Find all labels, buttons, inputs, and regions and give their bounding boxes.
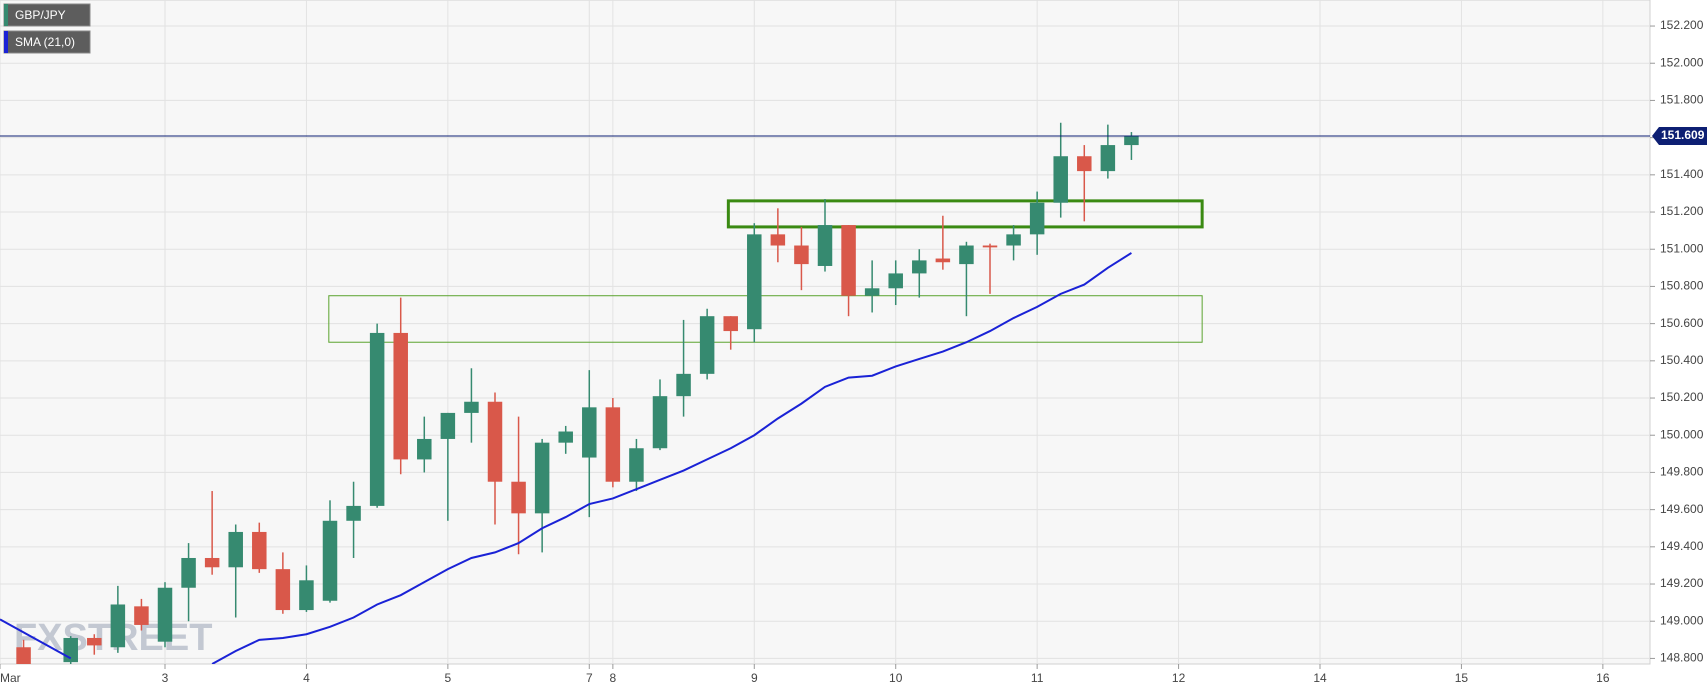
zone	[726, 199, 1204, 229]
y-tick-label: 149.400	[1660, 539, 1704, 553]
candle-body	[275, 569, 291, 611]
plot	[0, 122, 1650, 664]
y-tick-label: 152.200	[1660, 18, 1704, 32]
candle-body	[322, 520, 338, 601]
candle-body	[134, 606, 149, 625]
candle-body	[864, 288, 880, 296]
candle-body	[629, 448, 644, 482]
candle-body	[346, 505, 361, 521]
candle-body	[935, 258, 951, 263]
candle-body	[511, 481, 526, 514]
grid	[0, 0, 1650, 664]
last-price-label: 151.609	[1661, 128, 1705, 142]
candle-body	[204, 557, 220, 568]
last-price-box	[1652, 126, 1707, 145]
x-tick-label: 11	[1031, 671, 1044, 685]
x-tick-label: Mar	[0, 671, 21, 685]
x-tick-label: 16	[1596, 671, 1610, 685]
candle-body	[982, 245, 998, 248]
y-tick-label: 150.600	[1660, 316, 1704, 330]
candle-body	[16, 647, 31, 664]
candle-body	[1053, 156, 1068, 203]
candle-body	[534, 442, 550, 514]
candle-body	[817, 225, 833, 266]
candle-body	[794, 245, 809, 265]
plot-area	[0, 0, 1651, 665]
candle-body	[299, 580, 314, 611]
y-tick-label: 151.800	[1660, 93, 1704, 107]
candle-body	[770, 234, 786, 246]
y-tick-label: 150.400	[1660, 353, 1704, 367]
x-tick-label: 10	[889, 671, 903, 685]
y-tick-label: 151.200	[1660, 204, 1704, 218]
legend-label: GBP/JPY	[15, 8, 66, 22]
y-tick-label: 149.000	[1660, 613, 1704, 627]
candle-body	[228, 531, 243, 568]
candle-body	[157, 587, 173, 642]
x-tick-label: 5	[445, 671, 452, 685]
candle-body	[252, 531, 267, 570]
axes: 148.800 149.000 149.200 149.400 149.600 149.8…	[0, 18, 1707, 685]
y-tick-label: 150.200	[1660, 390, 1704, 404]
candle-body	[558, 431, 573, 443]
y-tick-label: 151.400	[1660, 167, 1704, 181]
candle-body	[87, 637, 102, 646]
candle-body	[699, 316, 715, 374]
candle-body	[605, 407, 621, 482]
x-tick-label: 8	[610, 671, 617, 685]
candle-body	[888, 273, 903, 289]
candle-body	[652, 396, 668, 449]
candle-body	[1077, 156, 1092, 172]
candle-body	[1006, 234, 1021, 246]
candle-body	[464, 401, 479, 413]
x-tick-label: 3	[162, 671, 169, 685]
candle-body	[417, 438, 432, 460]
candle-body	[747, 234, 762, 330]
candle-body	[63, 637, 78, 663]
y-tick-label: 152.000	[1660, 55, 1704, 69]
x-tick-label: 15	[1455, 671, 1469, 685]
candle-body	[841, 225, 856, 296]
candle-body	[1124, 135, 1139, 146]
sma-line	[0, 252, 1132, 664]
candle-body	[1029, 202, 1045, 235]
candle-body	[1100, 145, 1116, 172]
x-tick-label: 4	[303, 671, 310, 685]
candle-body	[181, 557, 196, 588]
y-tick-label: 151.000	[1660, 241, 1704, 255]
legend-swatch	[4, 4, 8, 26]
y-tick-label: 149.800	[1660, 465, 1704, 479]
y-tick-label: 149.600	[1660, 502, 1704, 516]
y-tick-label: 150.800	[1660, 279, 1704, 293]
candle-body	[110, 604, 126, 648]
candle-body	[487, 401, 503, 482]
candle-body	[676, 373, 691, 397]
zone	[328, 295, 1203, 343]
y-tick-label: 149.200	[1660, 576, 1704, 590]
candle-body	[723, 316, 738, 332]
candle-body	[393, 332, 408, 460]
x-tick-label: 12	[1172, 671, 1186, 685]
x-tick-label: 9	[751, 671, 758, 685]
candle-body	[582, 407, 597, 458]
candle-body	[369, 332, 385, 506]
legend-swatch	[4, 31, 8, 53]
y-tick-label: 148.800	[1660, 651, 1704, 665]
candle-body	[959, 245, 974, 265]
x-tick-label: 7	[586, 671, 593, 685]
y-tick-label: 150.000	[1660, 427, 1704, 441]
candle-body	[440, 412, 456, 439]
candle-body	[912, 260, 927, 274]
x-tick-label: 14	[1313, 671, 1327, 685]
legend-label: SMA (21,0)	[15, 35, 75, 49]
